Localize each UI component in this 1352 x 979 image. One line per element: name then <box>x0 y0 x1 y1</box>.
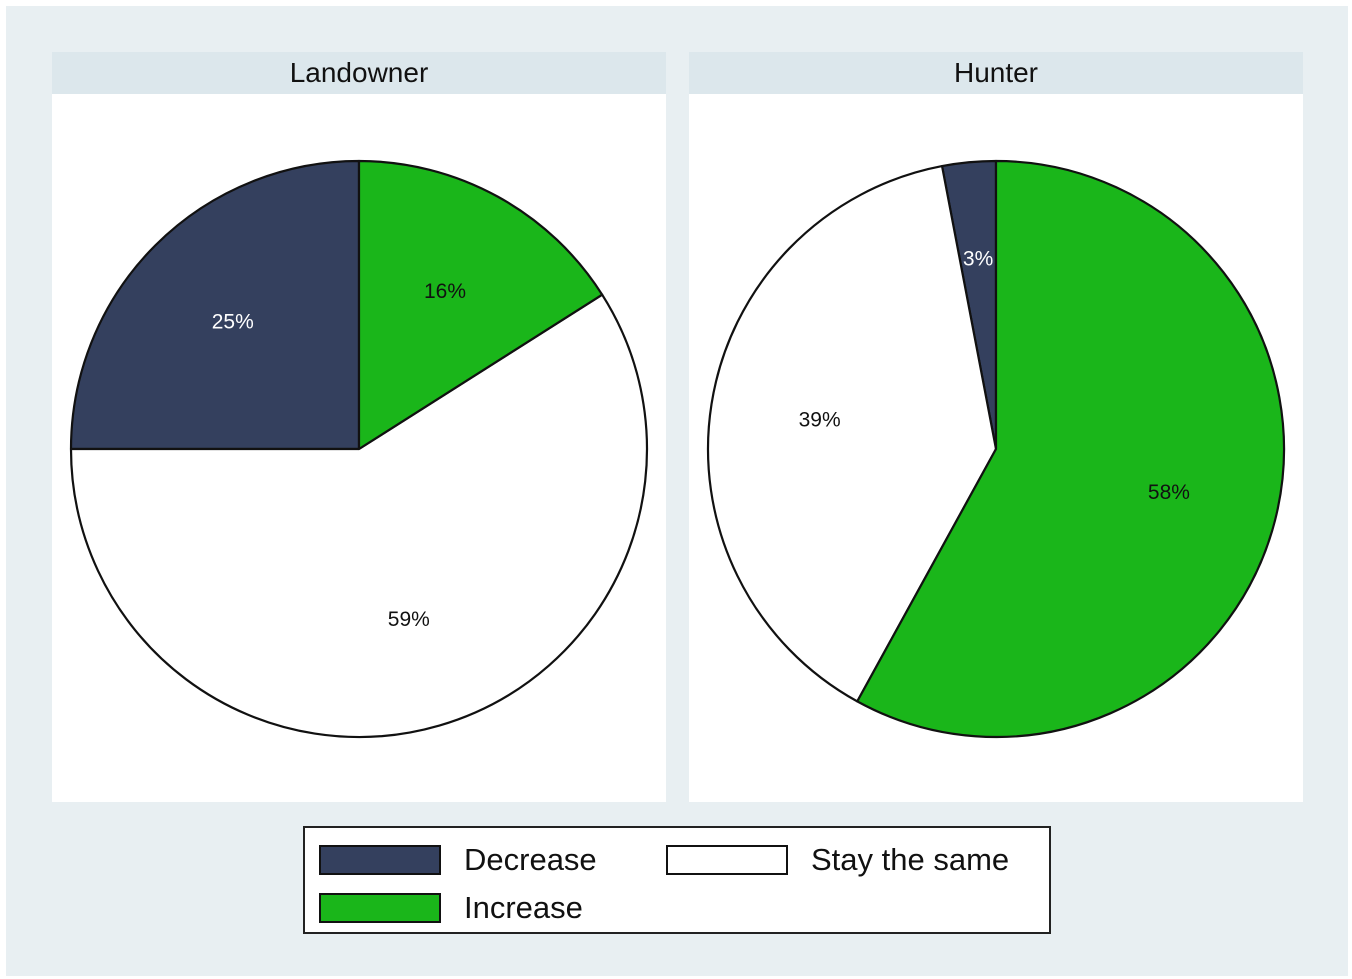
landowner-slice-increase <box>357 159 604 451</box>
stay-the-same-swatch <box>666 845 788 875</box>
landowner-slice-label-stay-the-same: 59% <box>388 608 430 631</box>
landowner-slice-label-decrease: 25% <box>212 310 254 333</box>
hunter-panel-title: Hunter <box>689 52 1303 94</box>
increase-legend-label: Increase <box>464 890 583 925</box>
hunter-slice-label-decrease: 3% <box>963 247 993 270</box>
decrease-swatch <box>319 845 441 875</box>
landowner-slice-decrease <box>69 159 361 451</box>
hunter-panel: Hunter 3% 39% 58% <box>689 52 1303 802</box>
hunter-slice-stay-the-same <box>706 165 998 703</box>
stay-the-same-legend-label: Stay the same <box>811 842 1010 877</box>
legend-item-decrease: Decrease <box>319 842 597 878</box>
legend: Decrease Stay the same Increase <box>303 826 1051 934</box>
landowner-slice-stay-the-same <box>69 293 649 739</box>
landowner-panel: Landowner 25% 59% 16% <box>52 52 666 802</box>
landowner-pie-chart: 25% 59% 16% <box>69 159 649 739</box>
increase-swatch <box>319 893 441 923</box>
legend-item-stay-the-same: Stay the same <box>666 842 1009 878</box>
decrease-legend-label: Decrease <box>464 842 597 877</box>
hunter-pie-chart: 3% 39% 58% <box>706 159 1286 739</box>
legend-item-increase: Increase <box>319 890 583 926</box>
hunter-slice-label-stay-the-same: 39% <box>799 409 841 432</box>
landowner-panel-title: Landowner <box>52 52 666 94</box>
hunter-slice-label-increase: 58% <box>1148 481 1190 504</box>
hunter-slice-increase <box>856 159 1286 739</box>
landowner-slice-label-increase: 16% <box>424 280 466 303</box>
